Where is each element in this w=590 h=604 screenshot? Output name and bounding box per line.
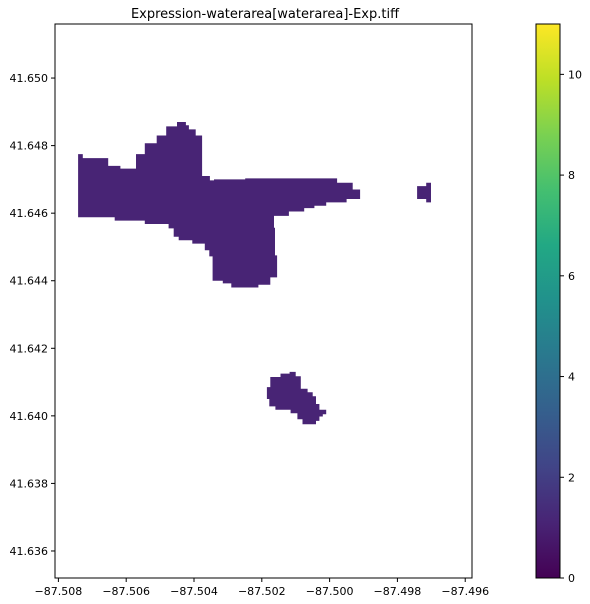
- x-tick-label: −87.498: [374, 585, 422, 598]
- colorbar-tick-label: 0: [568, 572, 575, 585]
- colorbar-tick-label: 2: [568, 471, 575, 484]
- y-tick-label: 41.638: [10, 477, 49, 490]
- x-tick-label: −87.496: [441, 585, 489, 598]
- x-tick-label: −87.502: [238, 585, 286, 598]
- colorbar: 0 2 4 6 8 10: [535, 23, 582, 585]
- colorbar-tick-label: 10: [568, 68, 582, 81]
- y-tick-label: 41.648: [10, 140, 49, 153]
- water-region-1: [78, 122, 361, 288]
- chart-title: Expression-waterarea[waterarea]-Exp.tiff: [131, 7, 400, 22]
- y-tick-label: 41.636: [10, 545, 49, 558]
- y-axis: 41.636 41.638 41.640 41.642 41.644 41.646 41.6…: [10, 72, 55, 558]
- x-tick-label: −87.504: [170, 585, 218, 598]
- y-tick-label: 41.650: [10, 72, 49, 85]
- x-tick-label: −87.506: [102, 585, 150, 598]
- colorbar-gradient: [535, 23, 561, 579]
- plot-background: [55, 24, 472, 578]
- plot-area: [54, 23, 473, 579]
- y-tick-label: 41.644: [10, 275, 49, 288]
- colorbar-ticks: 0 2 4 6 8 10: [560, 68, 582, 585]
- x-axis: −87.508 −87.506 −87.504 −87.502 −87.500 −87.4…: [35, 578, 489, 598]
- x-tick-label: −87.500: [306, 585, 354, 598]
- water-region-2: [417, 182, 431, 203]
- plot-frame: [54, 23, 473, 579]
- water-region-3: [266, 371, 327, 425]
- colorbar-tick-label: 8: [568, 169, 575, 182]
- y-tick-label: 41.646: [10, 207, 49, 220]
- x-tick-label: −87.508: [35, 585, 83, 598]
- water-regions: [78, 122, 431, 425]
- colorbar-tick-label: 6: [568, 270, 575, 283]
- y-tick-label: 41.642: [10, 342, 49, 355]
- y-tick-label: 41.640: [10, 410, 49, 423]
- colorbar-tick-label: 4: [568, 371, 575, 384]
